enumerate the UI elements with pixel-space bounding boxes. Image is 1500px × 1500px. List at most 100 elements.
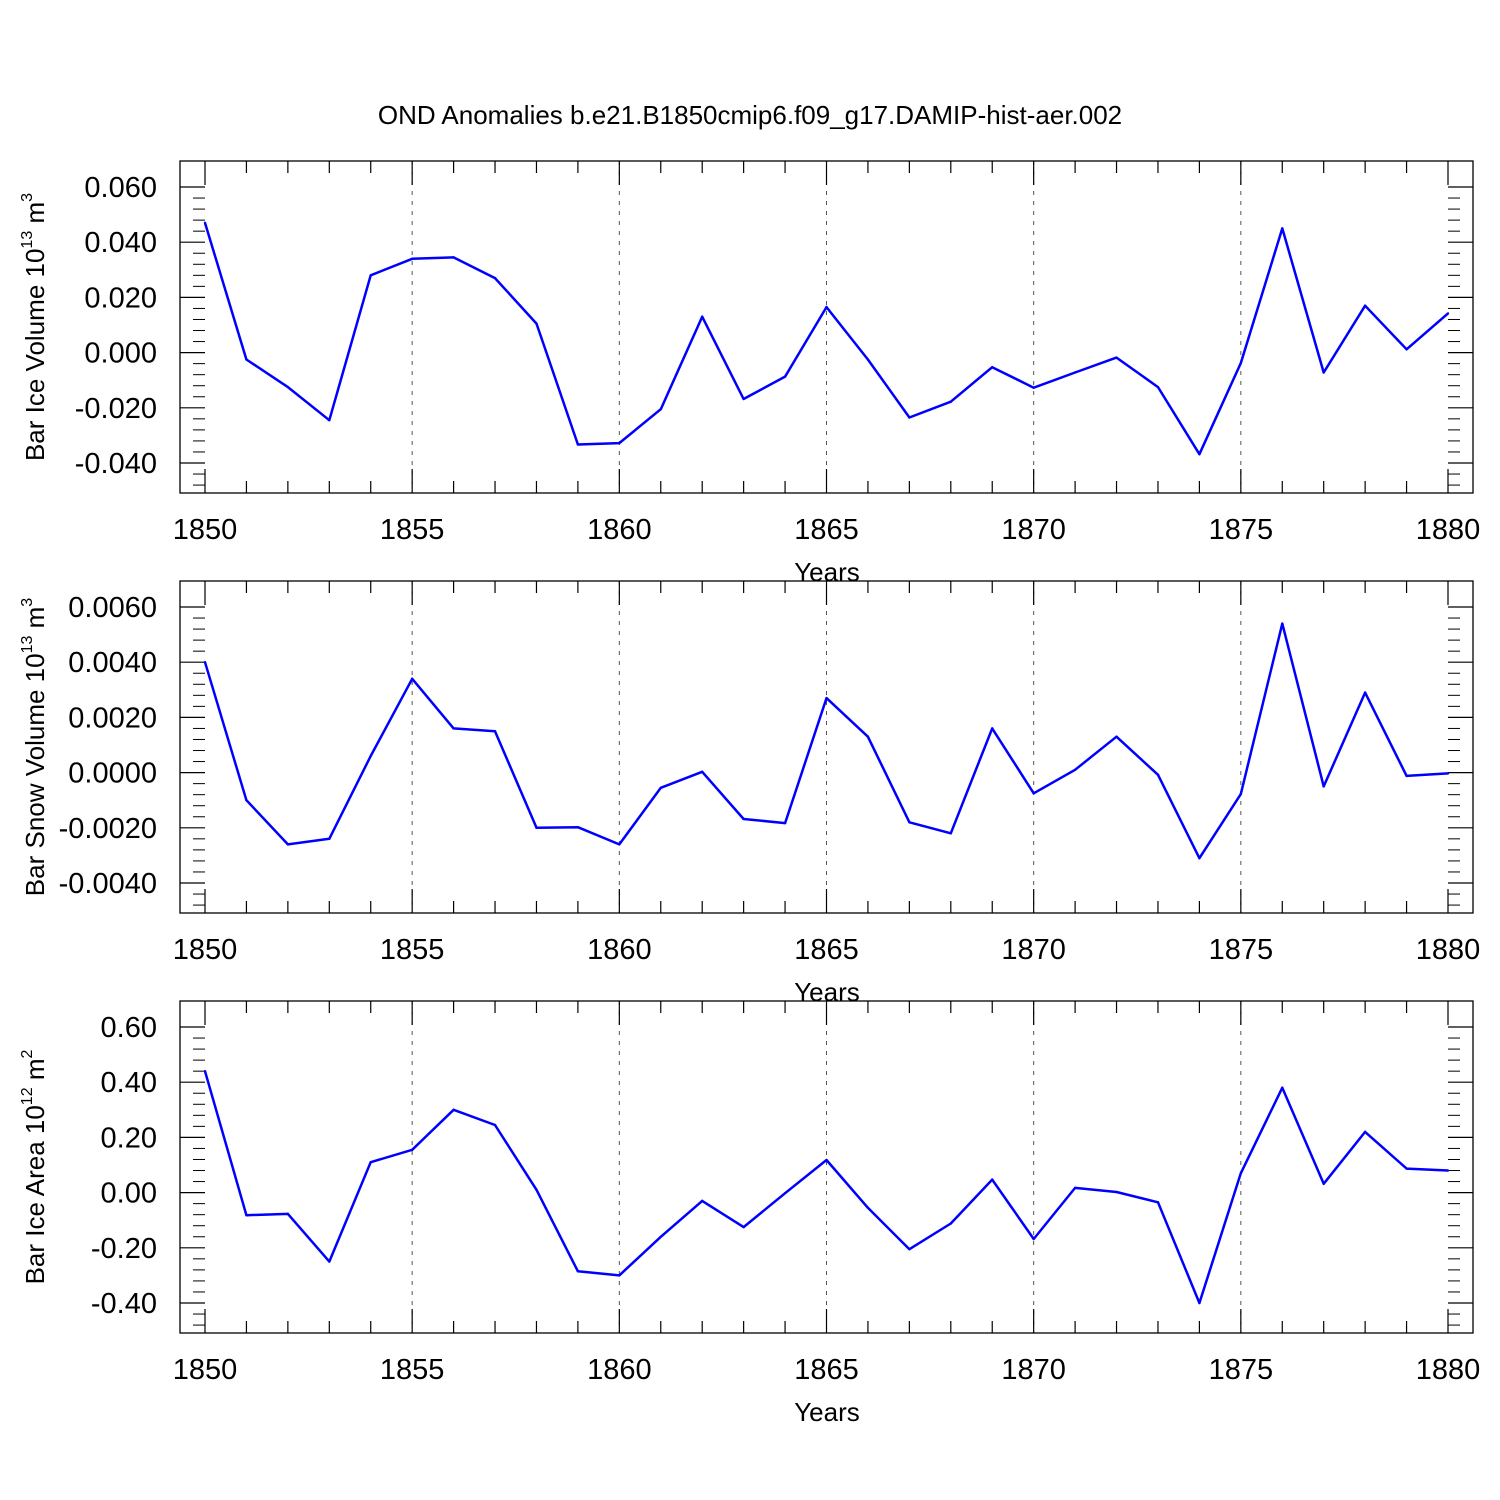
data-point [866, 1206, 870, 1209]
data-point [1115, 356, 1118, 359]
data-point [410, 257, 414, 260]
x-tick-label: 1860 [587, 514, 652, 546]
data-point [1322, 785, 1325, 788]
x-axis-title: Years [794, 1397, 860, 1427]
data-point [908, 1247, 911, 1251]
data-point [1073, 768, 1077, 772]
data-point [783, 821, 787, 825]
data-point [286, 1212, 290, 1216]
y-tick-label: 0.0040 [68, 647, 157, 679]
data-point [1281, 622, 1284, 625]
data-point [701, 315, 704, 318]
data-point [1322, 1182, 1325, 1185]
series-line [203, 1070, 1449, 1305]
data-point [1281, 227, 1284, 230]
y-tick-label: 0.020 [84, 282, 157, 314]
y-tick-label: 0.040 [84, 227, 157, 259]
data-point [1446, 1169, 1450, 1172]
data-point [576, 443, 580, 446]
data-point [1032, 386, 1035, 389]
x-tick-label: 1875 [1209, 514, 1274, 546]
y-axis-title: Bar Ice Volume 1013 m3 [19, 193, 50, 461]
data-point [1198, 1301, 1201, 1305]
y-tick-label: -0.0040 [59, 868, 157, 900]
data-point [701, 1199, 704, 1203]
y-tick-label: 0.00 [101, 1178, 157, 1210]
x-tick-label: 1870 [1001, 1354, 1066, 1386]
data-point [493, 730, 497, 733]
y-tick-label: 0.000 [84, 338, 157, 370]
data-point [1032, 1237, 1035, 1241]
data-point [742, 817, 745, 821]
data-point [949, 400, 952, 403]
x-tick-label: 1875 [1209, 934, 1274, 966]
data-point [576, 826, 580, 829]
data-point [369, 754, 372, 758]
data-point [618, 843, 621, 846]
x-tick-label: 1865 [794, 934, 859, 966]
x-tick-label: 1860 [587, 1354, 652, 1386]
data-point [369, 274, 372, 277]
x-tick-label: 1855 [380, 934, 445, 966]
data-point [1073, 1186, 1077, 1190]
y-tick-label: -0.40 [91, 1288, 157, 1320]
data-point [825, 305, 828, 309]
data-point [245, 799, 248, 802]
y-tick-label: 0.0000 [68, 758, 157, 790]
data-point [991, 366, 994, 369]
x-tick-label: 1850 [173, 514, 238, 546]
data-point [1115, 735, 1118, 738]
data-point [286, 385, 290, 389]
data-point [1198, 452, 1201, 456]
data-point [618, 1274, 621, 1277]
data-point [493, 276, 497, 280]
data-point [1198, 856, 1201, 860]
data-point [1156, 773, 1160, 777]
figure-title: OND Anomalies b.e21.B1850cmip6.f09_g17.D… [378, 100, 1122, 130]
data-point [701, 770, 704, 773]
data-point [1073, 371, 1077, 374]
y-tick-label: 0.60 [101, 1012, 157, 1044]
data-point [825, 1158, 828, 1162]
data-point [1281, 1086, 1284, 1089]
y-axis-title: Bar Snow Volume 1013 m3 [19, 598, 50, 897]
data-point [1446, 772, 1450, 775]
data-point [659, 786, 662, 789]
x-tick-label: 1880 [1416, 934, 1481, 966]
panels: -0.040 -0.020 0.000 0.020 0.040 0.060 1850 1855… [19, 160, 1481, 1427]
data-point [535, 322, 538, 325]
data-point [535, 826, 538, 829]
x-tick-label: 1850 [173, 934, 238, 966]
x-tick-label: 1880 [1416, 514, 1481, 546]
data-point [203, 661, 207, 664]
y-axis-title: Bar Ice Area 1012 m2 [19, 1049, 50, 1284]
data-point [1239, 361, 1243, 365]
data-point [1032, 792, 1035, 795]
data-point [369, 1161, 372, 1164]
x-tick-label: 1875 [1209, 1354, 1274, 1386]
x-tick-label: 1850 [173, 1354, 238, 1386]
data-point [1405, 1167, 1408, 1170]
data-point [908, 416, 911, 419]
data-point [659, 407, 662, 411]
data-point [452, 256, 455, 259]
data-point [328, 837, 331, 841]
data-point [618, 441, 621, 445]
data-point [783, 375, 787, 378]
data-point [1405, 774, 1408, 778]
y-tick-label: 0.20 [101, 1122, 157, 1154]
x-tick-label: 1855 [380, 514, 445, 546]
data-point [908, 821, 911, 824]
panel-2: -0.0040 -0.0020 0.0000 0.0020 0.0040 0.0060 18… [19, 580, 1481, 1007]
data-point [783, 1191, 787, 1195]
data-point [1156, 1201, 1160, 1204]
data-point [1363, 691, 1367, 694]
x-tick-label: 1855 [380, 1354, 445, 1386]
data-point [245, 358, 248, 361]
data-point [742, 1225, 745, 1229]
data-point [866, 735, 870, 738]
panel-3: -0.40 -0.20 0.00 0.20 0.40 0.60 1850 1855 1860 18… [19, 1000, 1480, 1427]
data-point [991, 727, 994, 730]
data-point [328, 419, 331, 422]
data-point [410, 677, 414, 680]
